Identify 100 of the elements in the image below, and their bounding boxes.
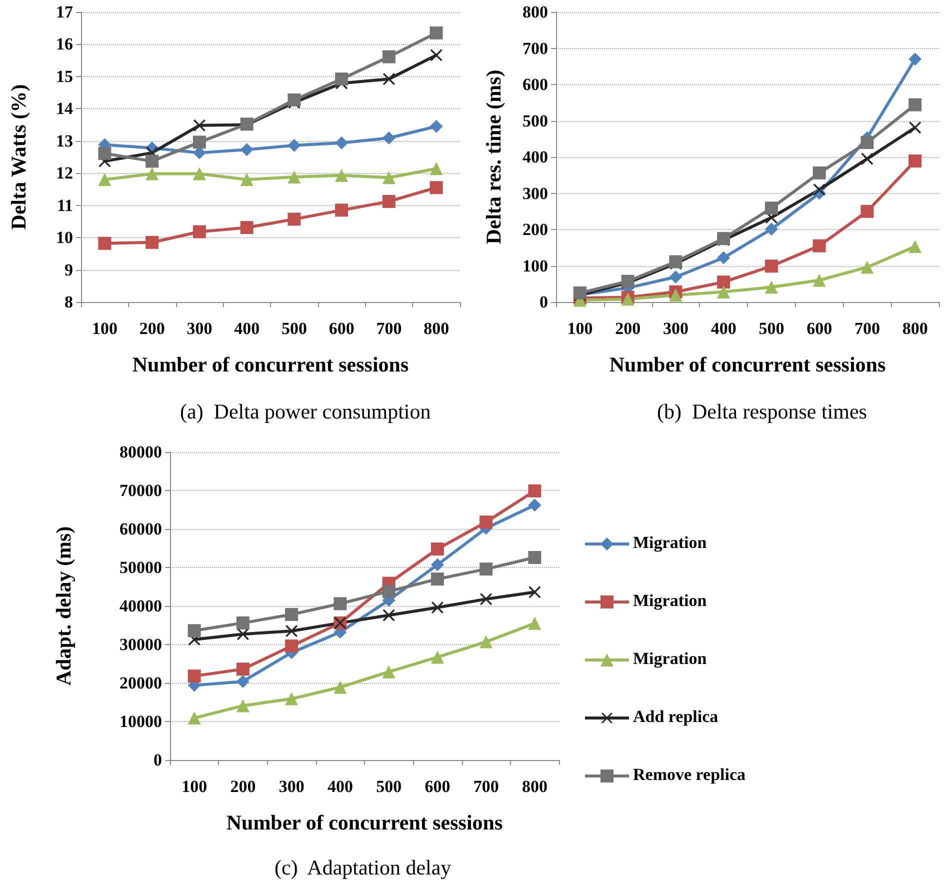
point — [240, 173, 254, 186]
x-tick-label: 500 — [758, 319, 784, 338]
point — [430, 162, 443, 176]
point — [335, 168, 348, 182]
point — [188, 624, 201, 638]
y-axis-title: Delta res. time (ms) — [482, 70, 506, 244]
point — [288, 138, 301, 152]
point — [430, 542, 444, 556]
x-tick-label: 800 — [424, 319, 450, 338]
legend-label: Add replica — [633, 707, 719, 726]
x-tick-label: 800 — [902, 319, 928, 338]
point — [860, 204, 874, 218]
x-tick-label: 400 — [327, 777, 353, 796]
point — [908, 98, 922, 112]
x-tick-label: 100 — [567, 319, 593, 338]
y-tick-label: 15 — [56, 66, 73, 86]
point — [430, 49, 442, 62]
point — [909, 122, 922, 134]
x-tick-label: 600 — [806, 319, 832, 338]
point — [382, 171, 396, 184]
y-tick-label: 30000 — [120, 635, 162, 654]
x-tick-label: 400 — [710, 319, 736, 338]
point — [334, 680, 347, 694]
point — [528, 586, 541, 598]
point — [669, 270, 682, 284]
x-tick-label: 600 — [424, 777, 450, 796]
point — [288, 170, 301, 184]
y-tick-label: 13 — [56, 131, 73, 150]
point — [764, 202, 778, 215]
point — [382, 131, 396, 144]
y-tick-label: 17 — [56, 2, 74, 22]
point — [717, 251, 730, 264]
x-tick-label: 100 — [92, 319, 118, 338]
point — [480, 635, 493, 648]
x-axis-title: Number of concurrent sessions — [226, 810, 503, 834]
point — [192, 225, 206, 238]
y-tick-label: 600 — [522, 75, 548, 94]
point — [908, 240, 922, 254]
point — [236, 616, 250, 630]
y-tick-label: 0 — [540, 292, 548, 312]
x-tick-label: 200 — [615, 319, 641, 338]
y-tick-label: 300 — [522, 184, 548, 203]
x-tick-label: 200 — [230, 777, 256, 796]
point — [528, 616, 542, 630]
point — [430, 181, 443, 194]
point — [382, 73, 395, 86]
point — [236, 674, 250, 688]
point — [669, 255, 682, 268]
point — [236, 662, 250, 676]
y-tick-label: 800 — [522, 2, 548, 22]
point — [480, 516, 493, 529]
point — [528, 498, 542, 512]
point — [528, 484, 542, 498]
y-tick-label: 0 — [154, 750, 162, 770]
y-tick-label: 16 — [56, 34, 73, 54]
point — [286, 625, 298, 638]
point — [382, 194, 396, 208]
point — [430, 26, 443, 40]
y-tick-label: 40000 — [120, 596, 162, 616]
point — [430, 120, 443, 133]
y-axis-title: Adapt. delay (ms) — [52, 526, 76, 686]
text: (b) Delta response times — [657, 400, 867, 424]
point — [146, 236, 159, 249]
point — [812, 274, 826, 287]
text: (c) Adaptation delay — [274, 856, 452, 880]
x-tick-label: 300 — [278, 777, 304, 796]
point — [285, 692, 298, 706]
y-tick-label: 700 — [522, 38, 548, 58]
point — [146, 167, 159, 180]
legend-label: Migration — [633, 591, 708, 610]
point — [908, 52, 922, 66]
y-tick-label: 500 — [522, 111, 548, 130]
point — [192, 167, 206, 180]
legend-label: Remove replica — [633, 765, 746, 784]
point — [382, 584, 396, 598]
point — [98, 146, 112, 160]
point — [98, 173, 112, 186]
x-tick-label: 700 — [376, 319, 402, 338]
point — [146, 154, 159, 168]
point — [812, 166, 826, 180]
point — [860, 260, 874, 274]
point — [908, 154, 922, 168]
point — [335, 136, 348, 150]
y-tick-label: 11 — [56, 196, 73, 215]
point — [285, 608, 298, 621]
y-tick-label: 8 — [64, 292, 73, 312]
point — [480, 562, 493, 576]
point — [240, 143, 254, 156]
x-tick-label: 400 — [234, 319, 260, 338]
point — [240, 221, 254, 234]
x-tick-label: 300 — [186, 319, 212, 338]
point — [812, 239, 826, 252]
point — [192, 136, 206, 149]
y-tick-label: 10000 — [120, 712, 162, 731]
point — [528, 550, 542, 564]
y-tick-label: 70000 — [120, 481, 162, 500]
point — [285, 640, 298, 653]
y-tick-label: 200 — [522, 220, 548, 239]
point — [236, 699, 250, 712]
point — [717, 285, 730, 298]
